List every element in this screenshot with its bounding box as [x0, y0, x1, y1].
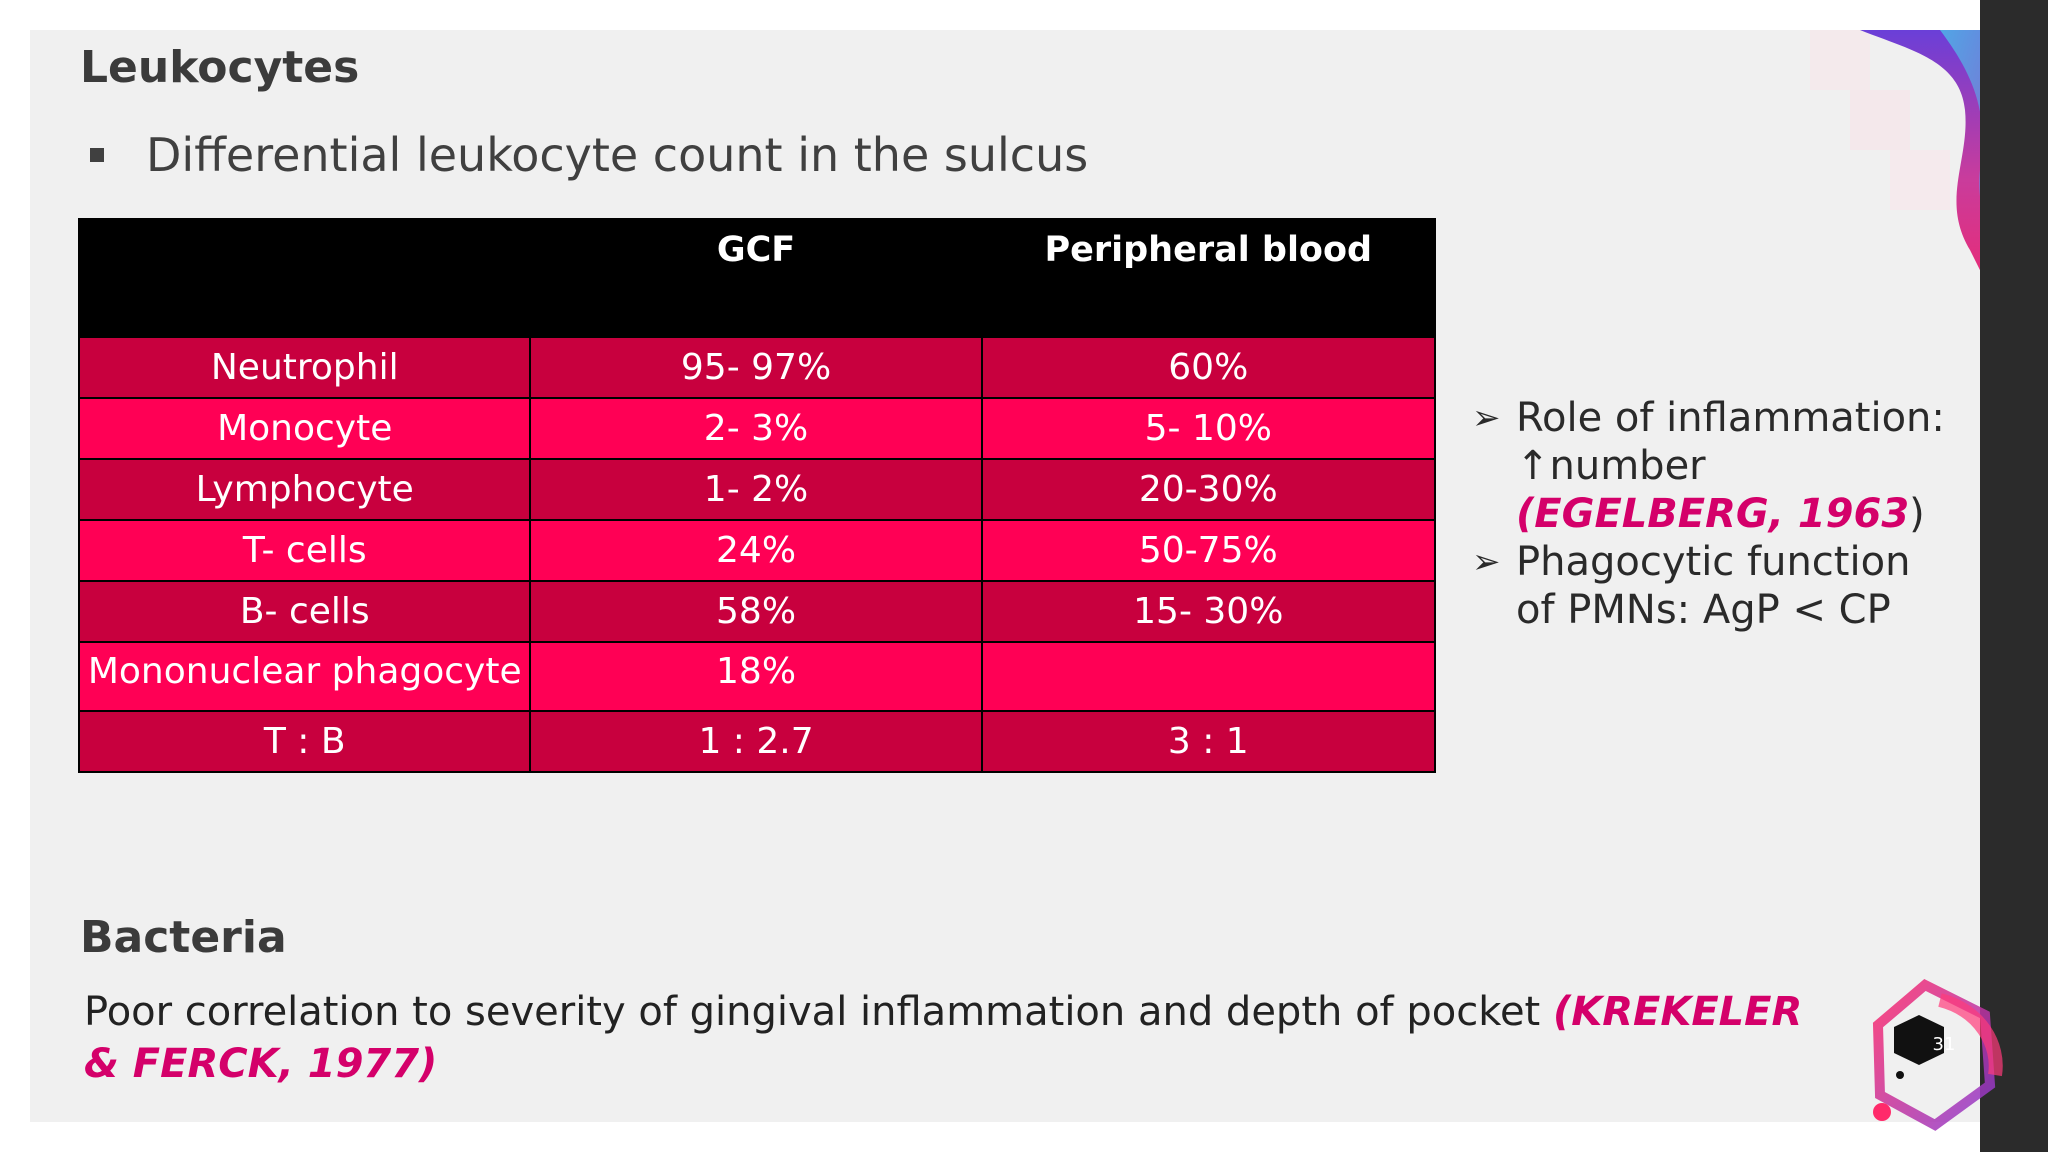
bacteria-body: Poor correlation to severity of gingival… [84, 989, 1553, 1035]
table-cell: B- cells [77, 580, 532, 643]
table-cell: 2- 3% [529, 397, 983, 460]
table-cell: 3 : 1 [980, 710, 1437, 773]
table-cell: 1 : 2.7 [529, 710, 983, 773]
table-header-cell [77, 218, 532, 338]
table-cell: Mononuclear phagocyte [77, 641, 532, 712]
table-cell: Lymphocyte [77, 458, 532, 521]
citation-close: ) [1909, 491, 1925, 537]
table-row: B- cells 58% 15- 30% [77, 580, 1437, 643]
side-notes: ➢ Role of inflammation: ↑number (EGELBER… [1472, 394, 1972, 634]
note-inflammation: ➢ Role of inflammation: ↑number (EGELBER… [1472, 394, 1972, 538]
note-citation-line: (EGELBERG, 1963) [1516, 490, 1945, 538]
table-cell: 5- 10% [980, 397, 1437, 460]
table-cell: 24% [529, 519, 983, 582]
table-cell: 58% [529, 580, 983, 643]
leukocyte-table: GCF Peripheral blood Neutrophil 95- 97% … [77, 218, 1437, 773]
bacteria-text: Poor correlation to severity of gingival… [84, 986, 1804, 1090]
page-number-badge [1872, 979, 2003, 1131]
table-cell: Neutrophil [77, 336, 532, 399]
table-row: T- cells 24% 50-75% [77, 519, 1437, 582]
note-line: of PMNs: AgP < CP [1516, 587, 1891, 633]
decorative-gradient-shape [1810, 30, 1980, 271]
citation: (EGELBERG, 1963 [1516, 491, 1910, 537]
note-phagocytic: ➢ Phagocytic function of PMNs: AgP < CP [1472, 538, 1972, 634]
note-body: Phagocytic function of PMNs: AgP < CP [1516, 538, 1910, 634]
table-row: T : B 1 : 2.7 3 : 1 [77, 710, 1437, 773]
square-bullet-icon [90, 148, 104, 162]
table-row: Mononuclear phagocyte 18% [77, 641, 1437, 712]
note-line: Role of inflammation: [1516, 395, 1945, 441]
subtitle-text: Differential leukocyte count in the sulc… [146, 128, 1089, 182]
note-line: Phagocytic function [1516, 539, 1911, 585]
table-row: Neutrophil 95- 97% 60% [77, 336, 1437, 399]
subtitle-bullet: Differential leukocyte count in the sulc… [80, 128, 1088, 182]
table-row: Lymphocyte 1- 2% 20-30% [77, 458, 1437, 521]
table-header-row: GCF Peripheral blood [77, 218, 1437, 338]
arrow-bullet-icon: ➢ [1472, 398, 1501, 438]
table-cell: 20-30% [980, 458, 1437, 521]
table-cell: 1- 2% [529, 458, 983, 521]
table-cell: T : B [77, 710, 532, 773]
right-dark-bar [1980, 0, 2048, 1152]
page-number: 31 [1932, 1034, 1956, 1055]
slide: Leukocytes Differential leukocyte count … [30, 30, 1980, 1122]
table-cell: 50-75% [980, 519, 1437, 582]
bacteria-citation: (KREKELER & FERCK, 1977) [84, 989, 1803, 1087]
table-header-cell: GCF [529, 218, 983, 338]
note-line: ↑number [1516, 443, 1706, 489]
note-body: Role of inflammation: ↑number (EGELBERG,… [1516, 394, 1945, 538]
arrow-bullet-icon: ➢ [1472, 542, 1501, 582]
table-cell: 60% [980, 336, 1437, 399]
bacteria-heading: Bacteria [80, 912, 287, 963]
table-cell: Monocyte [77, 397, 532, 460]
table-cell: T- cells [77, 519, 532, 582]
table-row: Monocyte 2- 3% 5- 10% [77, 397, 1437, 460]
table-header-cell: Peripheral blood [980, 218, 1437, 338]
table-cell [980, 641, 1437, 712]
table-cell: 18% [529, 641, 983, 712]
table-cell: 15- 30% [980, 580, 1437, 643]
slide-title: Leukocytes [80, 42, 360, 93]
table-cell: 95- 97% [529, 336, 983, 399]
